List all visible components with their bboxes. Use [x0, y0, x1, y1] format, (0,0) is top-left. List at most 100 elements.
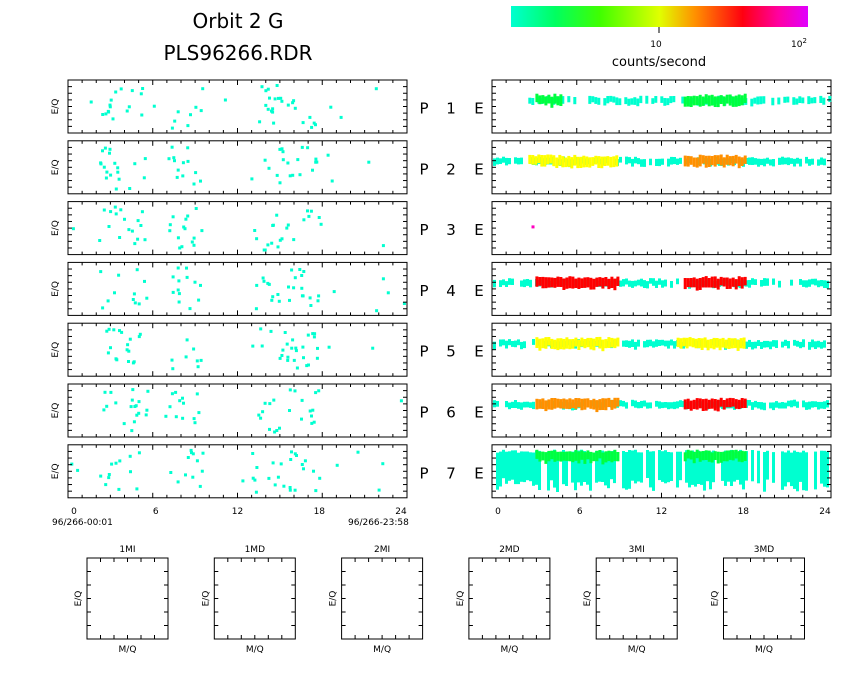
mass-panel-ylabel: E/Q	[583, 591, 593, 607]
count-pixel	[375, 309, 379, 313]
band-low	[634, 156, 637, 164]
band-low	[823, 450, 826, 487]
count-pixel	[170, 392, 174, 396]
band-low	[808, 401, 811, 410]
count-pixel	[171, 367, 175, 371]
count-pixel	[310, 414, 313, 418]
band-low	[777, 97, 781, 105]
band-low	[514, 157, 517, 164]
band-low	[526, 401, 529, 408]
band-low	[637, 279, 640, 286]
band-low	[505, 157, 508, 166]
band-high	[543, 155, 547, 167]
band-higher	[592, 398, 596, 410]
count-pixel	[143, 279, 146, 283]
left-xtick-label: 18	[314, 507, 326, 517]
left-panel-ylabel: E/Q	[51, 342, 61, 358]
band-low	[709, 451, 712, 490]
band-high	[559, 338, 563, 350]
band-higher	[571, 399, 575, 408]
band-mid	[707, 95, 711, 107]
band-low	[802, 280, 805, 287]
count-pixel	[171, 215, 175, 219]
count-pixel	[326, 153, 330, 157]
band-low	[643, 280, 646, 288]
count-pixel	[129, 470, 132, 474]
band-low	[754, 341, 757, 349]
band-peak	[707, 399, 711, 409]
mass-panel-title: 1MD	[245, 545, 265, 555]
band-low	[811, 278, 814, 285]
band-low	[748, 400, 751, 406]
band-low	[511, 341, 514, 347]
count-pixel	[130, 398, 134, 402]
count-pixel	[125, 109, 129, 113]
band-low	[772, 159, 775, 167]
band-low	[778, 157, 781, 165]
left-xtick-label: 0	[71, 507, 77, 517]
count-pixel	[294, 349, 298, 353]
count-pixel	[189, 448, 193, 452]
band-mid	[731, 450, 735, 461]
panel-row-1: E/Q P 1 E	[51, 79, 832, 134]
band-peak	[719, 397, 723, 407]
band-low	[778, 402, 781, 409]
band-low	[784, 157, 787, 165]
count-pixel	[306, 333, 310, 337]
count-pixel	[258, 120, 262, 124]
count-pixel	[107, 225, 111, 228]
band-low	[523, 279, 526, 288]
band-high	[688, 337, 692, 347]
band-mid	[701, 96, 705, 106]
band-higher	[586, 398, 590, 408]
band-low	[649, 339, 652, 347]
band-mid	[580, 450, 584, 460]
band-low	[784, 339, 787, 346]
count-pixel	[309, 304, 313, 307]
band-low	[790, 400, 793, 408]
band-low	[594, 97, 598, 104]
band-peak	[704, 276, 708, 288]
count-pixel	[184, 355, 188, 359]
count-pixel	[186, 214, 190, 218]
band-low	[517, 339, 520, 346]
count-pixel	[183, 227, 187, 231]
band-low	[823, 280, 826, 288]
count-pixel	[295, 454, 298, 457]
count-pixel	[273, 97, 277, 101]
band-higher	[553, 398, 557, 409]
count-pixel	[291, 173, 295, 177]
count-pixel	[302, 467, 305, 471]
band-low	[790, 279, 793, 286]
count-pixel	[305, 364, 309, 368]
band-mid	[728, 94, 732, 106]
count-pixel	[130, 429, 134, 433]
band-low	[700, 452, 703, 485]
count-pixel	[70, 462, 74, 466]
colorbar	[511, 6, 808, 27]
band-low	[817, 280, 820, 288]
band-low	[756, 96, 760, 105]
band-low	[820, 341, 823, 349]
band-low	[619, 280, 622, 287]
band-low	[754, 279, 757, 285]
left-spectrogram-panel	[67, 79, 408, 134]
band-low	[750, 98, 754, 107]
band-mid	[553, 450, 557, 462]
band-low	[769, 341, 772, 350]
band-low	[658, 339, 661, 346]
band-mid	[683, 96, 687, 107]
count-pixel	[279, 462, 283, 466]
band-mid	[737, 451, 741, 462]
count-pixel	[278, 356, 282, 360]
count-pixel	[71, 227, 75, 231]
count-pixel	[111, 117, 115, 121]
band-higher	[541, 398, 545, 409]
band-peak	[607, 278, 611, 290]
panel-row-6: E/Q P 6 E	[51, 383, 832, 438]
band-peak	[544, 277, 548, 289]
band-low	[748, 157, 751, 165]
band-low	[508, 402, 511, 410]
band-mid	[713, 451, 717, 460]
band-low	[622, 451, 625, 489]
